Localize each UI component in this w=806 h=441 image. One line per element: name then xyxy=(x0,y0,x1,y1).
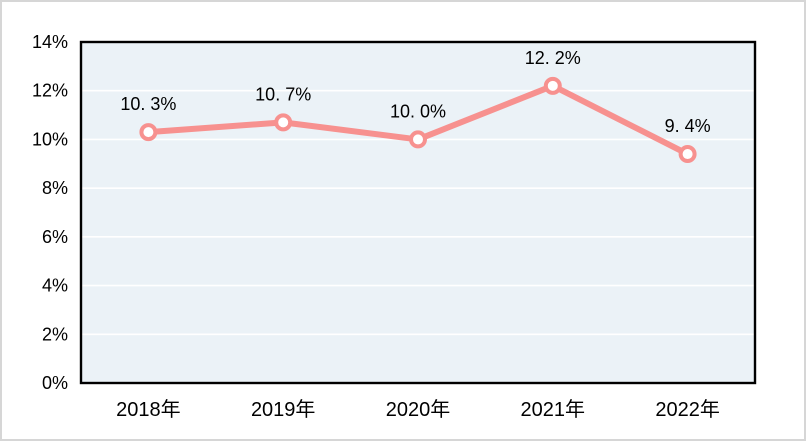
y-tick-label: 4% xyxy=(42,276,68,296)
plot-area xyxy=(81,42,755,383)
data-point-marker xyxy=(139,123,158,142)
x-tick-label: 2019年 xyxy=(251,398,316,421)
data-point-marker xyxy=(274,113,293,132)
x-tick-label: 2018年 xyxy=(116,398,181,421)
data-point-marker xyxy=(543,76,562,95)
data-label: 12. 2% xyxy=(525,48,581,68)
data-label: 10. 3% xyxy=(120,94,176,114)
y-tick-label: 8% xyxy=(42,178,68,198)
y-tick-label: 6% xyxy=(42,227,68,247)
y-tick-label: 2% xyxy=(42,324,68,344)
x-tick-label: 2022年 xyxy=(655,398,720,421)
data-label: 9. 4% xyxy=(665,116,711,136)
data-point-marker xyxy=(678,145,697,164)
x-tick-label: 2020年 xyxy=(386,398,451,421)
y-tick-label: 12% xyxy=(32,81,68,101)
data-label: 10. 0% xyxy=(390,101,446,121)
data-point-marker xyxy=(409,130,427,149)
data-label: 10. 7% xyxy=(255,84,311,104)
x-tick-label: 2021年 xyxy=(521,398,586,421)
plot-border xyxy=(79,40,757,385)
y-tick-label: 10% xyxy=(32,129,68,149)
y-tick-label: 0% xyxy=(42,373,68,393)
y-tick-label: 14% xyxy=(32,32,68,52)
